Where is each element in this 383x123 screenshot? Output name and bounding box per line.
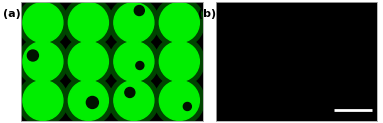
Ellipse shape (109, 37, 159, 86)
Ellipse shape (63, 37, 113, 86)
Ellipse shape (125, 87, 135, 97)
Ellipse shape (68, 80, 108, 120)
Ellipse shape (68, 3, 108, 43)
Text: (a): (a) (3, 9, 20, 19)
Ellipse shape (28, 50, 38, 61)
Ellipse shape (159, 80, 200, 120)
Ellipse shape (23, 3, 63, 43)
Ellipse shape (109, 75, 159, 123)
Ellipse shape (23, 80, 63, 120)
Ellipse shape (68, 41, 108, 82)
Ellipse shape (63, 75, 113, 123)
Ellipse shape (114, 3, 154, 43)
Ellipse shape (18, 75, 68, 123)
Ellipse shape (18, 37, 68, 86)
Ellipse shape (63, 0, 113, 48)
Ellipse shape (23, 41, 63, 82)
Ellipse shape (114, 80, 154, 120)
Ellipse shape (159, 3, 200, 43)
Ellipse shape (154, 75, 205, 123)
Ellipse shape (136, 62, 144, 69)
Ellipse shape (154, 0, 205, 48)
Ellipse shape (87, 96, 98, 108)
Text: (b): (b) (198, 9, 216, 19)
Ellipse shape (154, 37, 205, 86)
Ellipse shape (159, 41, 200, 82)
Ellipse shape (183, 102, 192, 110)
Ellipse shape (114, 41, 154, 82)
Ellipse shape (18, 0, 68, 48)
Ellipse shape (109, 0, 159, 48)
Ellipse shape (134, 6, 144, 15)
